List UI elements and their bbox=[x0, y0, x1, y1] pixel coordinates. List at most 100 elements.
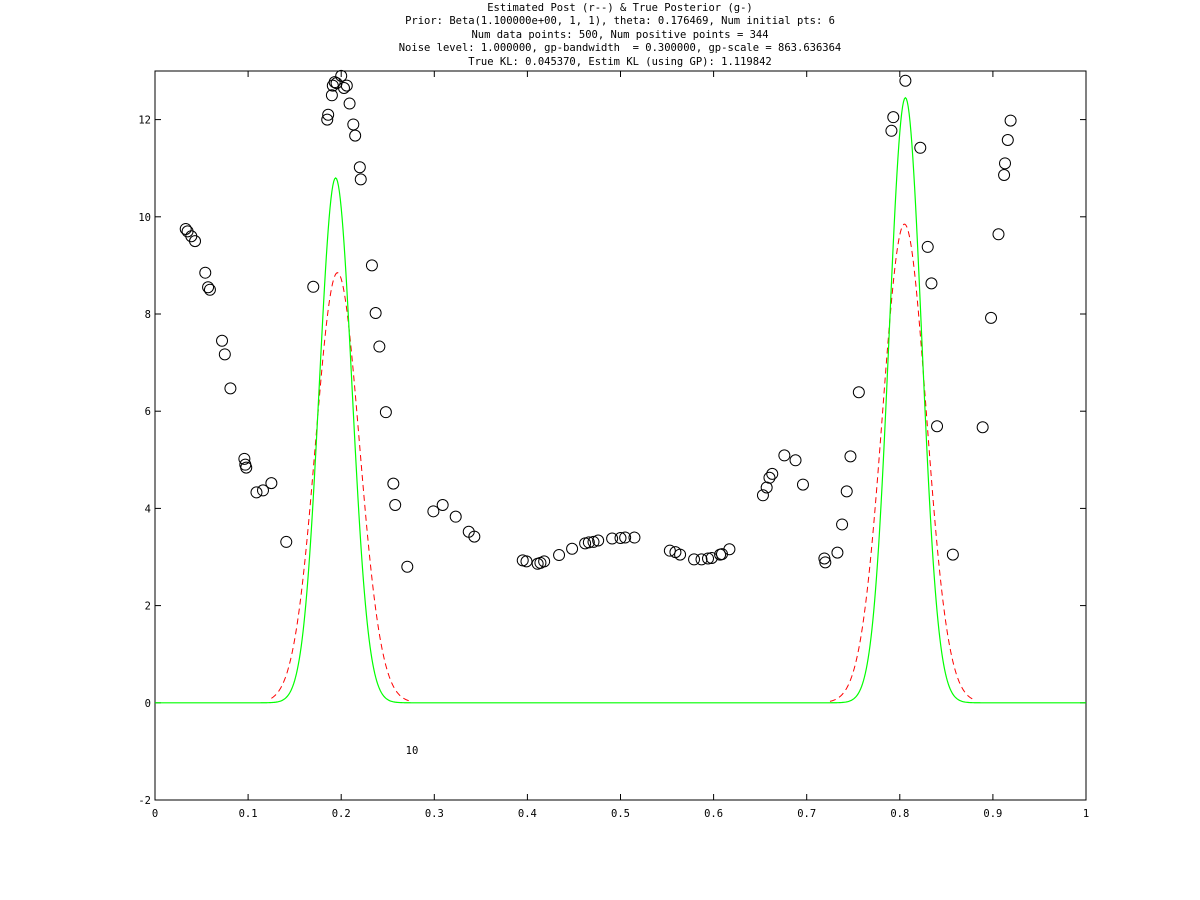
data-point bbox=[365, 259, 378, 272]
data-point bbox=[885, 124, 898, 137]
x-tick-label: 0.6 bbox=[704, 808, 723, 820]
data-point bbox=[914, 141, 927, 154]
data-point bbox=[337, 82, 350, 95]
data-point bbox=[763, 471, 776, 484]
posterior-curves bbox=[155, 96, 1086, 704]
y-tick-label: 4 bbox=[145, 503, 151, 515]
data-point bbox=[852, 386, 865, 399]
title-line-3: Num data points: 500, Num positive point… bbox=[471, 28, 769, 41]
data-point bbox=[844, 450, 857, 463]
estimated-posterior-curve bbox=[829, 223, 975, 702]
data-point bbox=[582, 536, 595, 549]
data-point bbox=[819, 556, 832, 569]
data-point bbox=[946, 548, 959, 561]
data-point bbox=[628, 531, 641, 544]
data-point bbox=[766, 467, 779, 480]
data-point bbox=[401, 560, 414, 573]
data-point bbox=[216, 334, 229, 347]
x-tick-label: 0.7 bbox=[797, 808, 816, 820]
data-point bbox=[185, 230, 198, 243]
x-tick-label: 0.5 bbox=[611, 808, 630, 820]
data-point bbox=[328, 76, 341, 89]
data-point bbox=[340, 79, 353, 92]
x-tick-label: 0.8 bbox=[890, 808, 909, 820]
y-tick-label: 12 bbox=[138, 115, 151, 127]
data-point bbox=[335, 69, 348, 82]
data-point bbox=[354, 173, 367, 186]
x-tick-label: 0.1 bbox=[239, 808, 258, 820]
annotation-label: 10 bbox=[406, 745, 419, 757]
data-point bbox=[343, 97, 356, 110]
x-tick-label: 0.3 bbox=[425, 808, 444, 820]
x-tick-label: 0.9 bbox=[983, 808, 1002, 820]
data-point bbox=[538, 555, 551, 568]
data-point bbox=[202, 281, 215, 294]
data-point bbox=[619, 531, 632, 544]
data-point bbox=[1001, 134, 1014, 147]
data-point bbox=[606, 532, 619, 545]
y-tick-label: 8 bbox=[145, 309, 151, 321]
data-point bbox=[325, 89, 338, 102]
data-point bbox=[587, 535, 600, 548]
data-point bbox=[921, 240, 934, 253]
data-point bbox=[516, 554, 529, 567]
data-point bbox=[566, 542, 579, 555]
data-point bbox=[592, 534, 605, 547]
data-point bbox=[778, 449, 791, 462]
title-line-1: Estimated Post (r--) & True Posterior (g… bbox=[487, 2, 753, 14]
data-point bbox=[705, 551, 718, 564]
data-point bbox=[702, 552, 715, 565]
data-point bbox=[203, 283, 216, 296]
data-point bbox=[280, 535, 293, 548]
data-point bbox=[1004, 114, 1017, 127]
title-line-2: Prior: Beta(1.100000e+00, 1, 1), theta: … bbox=[405, 15, 835, 28]
data-point bbox=[307, 280, 320, 293]
data-point bbox=[520, 555, 533, 568]
data-point bbox=[379, 406, 392, 419]
data-point bbox=[322, 108, 335, 121]
data-point bbox=[723, 543, 736, 556]
chart-title: Estimated Post (r--) & True Posterior (g… bbox=[0, 2, 1200, 69]
data-point bbox=[931, 420, 944, 433]
y-tick-label: 6 bbox=[145, 406, 151, 418]
data-point bbox=[992, 228, 1005, 241]
data-point bbox=[256, 484, 269, 497]
data-point bbox=[695, 553, 708, 566]
data-point bbox=[250, 486, 263, 499]
annotations: 10 bbox=[406, 745, 419, 757]
data-points bbox=[179, 69, 1017, 573]
x-tick-label: 1 bbox=[1083, 808, 1089, 820]
x-tick-label: 0.4 bbox=[518, 808, 537, 820]
true-posterior-curve bbox=[155, 96, 1086, 704]
data-point bbox=[976, 421, 989, 434]
data-point bbox=[387, 477, 400, 490]
data-point bbox=[389, 498, 402, 511]
data-point bbox=[189, 235, 202, 248]
data-point bbox=[836, 518, 849, 531]
data-point bbox=[818, 552, 831, 565]
data-point bbox=[321, 113, 334, 126]
y-tick-label: -2 bbox=[138, 795, 151, 807]
data-point bbox=[349, 129, 362, 142]
title-line-4: Noise level: 1.000000, gp-bandwidth = 0.… bbox=[398, 42, 842, 55]
plot-frame bbox=[154, 70, 1087, 801]
data-point bbox=[449, 510, 462, 523]
y-tick-label: 2 bbox=[145, 601, 151, 613]
data-point bbox=[840, 485, 853, 498]
data-point bbox=[373, 340, 386, 353]
data-point bbox=[789, 454, 802, 467]
data-point bbox=[985, 311, 998, 324]
data-point bbox=[468, 530, 481, 543]
data-point bbox=[347, 118, 360, 131]
data-point bbox=[614, 532, 627, 545]
data-point bbox=[427, 505, 440, 518]
x-tick-label: 0 bbox=[152, 808, 158, 820]
data-point bbox=[199, 266, 212, 279]
data-point bbox=[265, 477, 278, 490]
data-point bbox=[238, 452, 251, 465]
data-point bbox=[998, 169, 1011, 182]
data-point bbox=[224, 382, 237, 395]
data-point bbox=[674, 548, 687, 561]
data-point bbox=[218, 348, 231, 361]
data-point bbox=[796, 478, 809, 491]
